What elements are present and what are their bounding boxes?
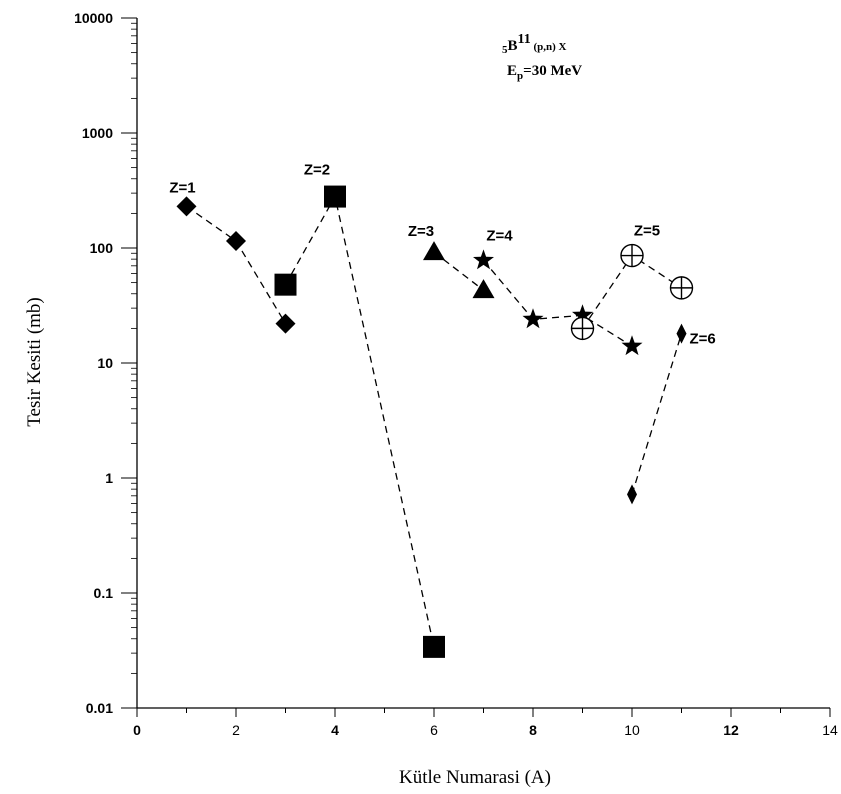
x-tick-label: 14	[822, 722, 838, 738]
reaction-element: B	[508, 38, 518, 54]
thin-diamond-marker	[676, 323, 687, 344]
series-label: Z=1	[169, 179, 195, 196]
reaction-rest: (p,n) X	[531, 41, 567, 53]
x-tick-label: 10	[624, 722, 640, 738]
series-line	[631, 333, 683, 495]
y-axis-title: Tesir Kesiti (mb)	[24, 297, 45, 427]
y-tick-label: 100	[90, 240, 114, 256]
series-label: Z=5	[634, 223, 660, 240]
series-label: Z=2	[304, 162, 330, 179]
square-marker	[423, 635, 445, 658]
energy-value: =30 MeV	[523, 63, 582, 79]
x-tick-label: 0	[133, 722, 141, 738]
circle-plus-marker	[669, 276, 694, 300]
x-tick-label: 2	[232, 722, 240, 738]
square-marker	[324, 185, 346, 208]
y-tick-label: 0.01	[86, 700, 113, 716]
series-line	[483, 259, 633, 347]
series-line	[284, 194, 435, 648]
x-tick-label: 6	[430, 722, 438, 738]
x-tick-label: 8	[529, 722, 537, 738]
triangle-marker	[472, 279, 495, 299]
star-marker	[473, 249, 494, 270]
series-labels: Z=1 Z=2 Z=3 Z=4 Z=5 Z=6	[169, 162, 715, 348]
reaction-label: 5B11 (p,n) X	[502, 32, 567, 56]
star-marker	[522, 308, 544, 329]
x-axis-title: Kütle Numarasi (A)	[399, 767, 551, 788]
energy-label: Ep=30 MeV	[507, 63, 582, 82]
x-tick-label: 12	[723, 722, 739, 738]
series-label: Z=3	[408, 223, 434, 240]
star-marker	[572, 304, 593, 325]
diamond-marker	[226, 231, 246, 252]
y-tick-label: 0.1	[94, 585, 114, 601]
y-tick-label: 10	[97, 355, 113, 371]
series-label: Z=6	[690, 331, 716, 348]
square-marker	[274, 273, 297, 296]
axes: 0 2 4 6 8 10 12 14 0.01 0.1 1 10 100 1000 10000	[74, 10, 838, 738]
series-markers	[176, 185, 694, 658]
y-tick-label: 10000	[74, 10, 113, 26]
diamond-marker	[176, 196, 197, 217]
energy-sub: p	[517, 70, 523, 82]
reaction-mass: 11	[518, 32, 531, 47]
energy-symbol: E	[507, 63, 517, 79]
thin-diamond-marker	[627, 484, 637, 505]
series-line	[186, 205, 287, 324]
series-label: Z=4	[486, 227, 513, 244]
diamond-marker	[275, 313, 296, 334]
y-tick-label: 1000	[82, 125, 113, 141]
star-marker	[621, 335, 643, 356]
y-tick-label: 1	[105, 470, 113, 486]
triangle-marker	[423, 241, 445, 261]
reaction-z: 5	[502, 44, 508, 56]
series-line	[433, 251, 484, 291]
circle-plus-marker	[620, 243, 644, 268]
circle-plus-marker	[570, 316, 595, 341]
series-lines	[186, 194, 683, 648]
x-tick-label: 4	[331, 722, 339, 738]
